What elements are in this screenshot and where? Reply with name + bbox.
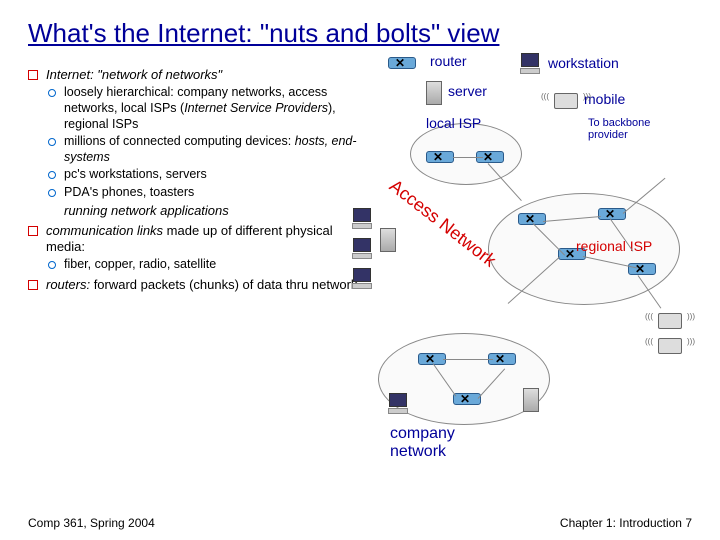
- subbullet: millions of connected computing devices:…: [28, 134, 358, 165]
- mobile-icon: [658, 338, 682, 354]
- router-icon: ✕: [388, 57, 414, 71]
- pc-icon: [352, 238, 372, 256]
- running-apps: running network applications: [28, 203, 358, 219]
- router-icon: ✕: [418, 353, 444, 367]
- footer-right: Chapter 1: Introduction 7: [560, 516, 692, 530]
- router-icon: ✕: [488, 353, 514, 367]
- subbullet: loosely hierarchical: company networks, …: [28, 85, 358, 132]
- server-icon: [380, 228, 396, 252]
- backbone-label: To backbone provider: [588, 117, 668, 141]
- bullet-2: communication links made up of different…: [28, 223, 358, 256]
- footer-left: Comp 361, Spring 2004: [28, 516, 155, 530]
- bullet-1: Internet: "network of networks": [28, 67, 358, 83]
- local-isp-label: local ISP: [426, 115, 481, 131]
- router-icon: ✕: [518, 213, 544, 227]
- bullet-list: Internet: "network of networks" loosely …: [28, 63, 358, 295]
- pc-icon: [352, 268, 372, 286]
- access-network-label: Access Network: [385, 176, 500, 272]
- server-label: server: [448, 83, 487, 99]
- subbullet: PDA's phones, toasters: [28, 185, 358, 201]
- router-label: router: [430, 53, 467, 69]
- router-icon: ✕: [426, 151, 452, 165]
- pc-icon: [352, 208, 372, 226]
- bullet-3: routers: forward packets (chunks) of dat…: [28, 277, 358, 293]
- mobile-icon: [658, 313, 682, 329]
- mobile-icon: [554, 93, 578, 109]
- server-icon: [426, 81, 442, 105]
- company-network-label: companynetwork: [390, 425, 455, 461]
- subbullet: fiber, copper, radio, satellite: [28, 257, 358, 273]
- slide-title: What's the Internet: "nuts and bolts" vi…: [28, 18, 692, 49]
- subbullet: pc's workstations, servers: [28, 167, 358, 183]
- router-icon: ✕: [628, 263, 654, 277]
- workstation-label: workstation: [548, 55, 619, 71]
- workstation-icon: [520, 53, 540, 71]
- router-icon: ✕: [453, 393, 479, 407]
- server-icon: [523, 388, 539, 412]
- pc-icon: [388, 393, 408, 411]
- regional-isp-label: regional ISP: [576, 238, 652, 254]
- diagram: ✕ router workstation server mobile local…: [358, 63, 692, 295]
